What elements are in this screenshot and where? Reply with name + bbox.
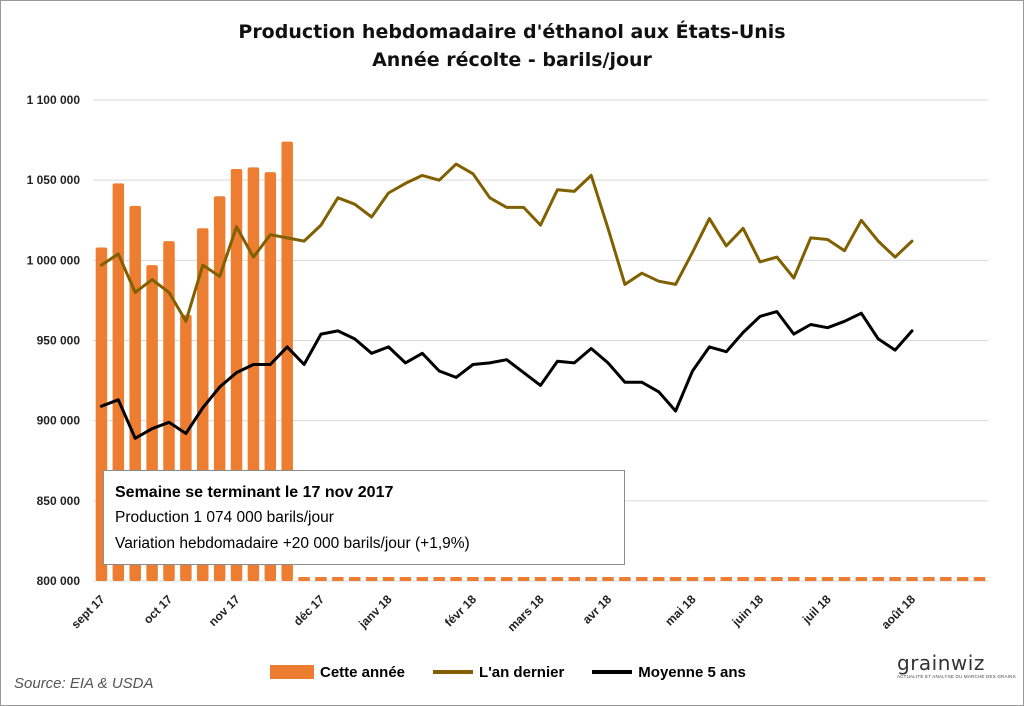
bar-this-year-empty xyxy=(416,577,429,581)
x-tick-label: juin 18 xyxy=(729,592,767,630)
x-tick-label: juil 18 xyxy=(799,592,834,627)
bar-this-year-empty xyxy=(956,577,969,581)
bar-this-year-empty xyxy=(332,577,344,581)
chart-legend: Cette année L'an dernier Moyenne 5 ans xyxy=(270,661,774,683)
bar-this-year-empty xyxy=(703,577,716,581)
line-last-year xyxy=(99,162,914,323)
legend-swatch-5yr-avg xyxy=(592,670,633,674)
bar-this-year-empty xyxy=(940,577,952,581)
bar-this-year-empty xyxy=(433,577,445,581)
legend-swatch-this-year xyxy=(270,665,314,679)
bar-this-year-empty xyxy=(551,577,564,581)
x-tick-label: mars 18 xyxy=(505,592,547,634)
bar-this-year-empty xyxy=(737,577,749,581)
bar-this-year-empty xyxy=(602,577,614,581)
x-tick-label: déc 17 xyxy=(291,592,328,629)
chart-title-block: Production hebdomadaire d'éthanol aux Ét… xyxy=(0,18,1024,74)
week-info-box: Semaine se terminant le 17 nov 2017 Prod… xyxy=(103,470,625,565)
y-tick-label: 1 100 000 xyxy=(27,93,81,107)
bar-this-year-empty xyxy=(838,577,851,581)
logo-tagline: ACTUALITÉ ET ANALYSE DU MARCHÉ DES GRAIN… xyxy=(897,674,1016,679)
x-tick-label: nov 17 xyxy=(206,592,243,629)
bar-this-year-empty xyxy=(500,577,513,581)
bar-this-year-empty xyxy=(669,577,682,581)
line-5yr-average xyxy=(99,310,914,440)
legend-label-5yr-avg: Moyenne 5 ans xyxy=(638,663,746,681)
bar-this-year-empty xyxy=(365,577,378,581)
y-tick-label: 800 000 xyxy=(37,574,81,588)
bar-this-year-empty xyxy=(686,577,699,581)
y-tick-label: 950 000 xyxy=(37,334,81,348)
bar-this-year-empty xyxy=(517,577,530,581)
bar-this-year-empty xyxy=(821,577,834,581)
x-tick-label: mai 18 xyxy=(662,592,699,629)
legend-label-this-year: Cette année xyxy=(320,663,406,681)
bar-this-year-empty xyxy=(619,577,631,581)
bar-this-year-empty xyxy=(534,577,547,581)
bar-this-year-empty xyxy=(804,577,817,581)
bar-this-year-empty xyxy=(399,577,412,581)
bar-this-year-empty xyxy=(855,577,868,581)
info-production: Production 1 074 000 barils/jour xyxy=(115,509,334,526)
bar-this-year-empty xyxy=(382,577,395,581)
x-tick-label: avr 18 xyxy=(580,592,615,627)
bar-this-year-empty xyxy=(923,577,935,581)
y-tick-label: 1 000 000 xyxy=(27,253,81,267)
bar-this-year-empty xyxy=(872,577,884,581)
bar-this-year-empty xyxy=(568,577,581,581)
y-tick-label: 850 000 xyxy=(37,494,81,508)
bar-this-year-empty xyxy=(349,577,361,581)
bar-this-year-empty xyxy=(315,577,327,581)
legend-swatch-last-year xyxy=(433,670,474,674)
bar-this-year-empty xyxy=(636,577,648,581)
legend-item-last-year: L'an dernier xyxy=(433,664,564,681)
y-tick-label: 1 050 000 xyxy=(27,173,81,187)
y-tick-label: 900 000 xyxy=(37,414,81,428)
source-note: Source: EIA & USDA xyxy=(14,675,154,692)
x-tick-label: janv 18 xyxy=(355,592,395,632)
grainwiz-logo: grainwiz ACTUALITÉ ET ANALYSE DU MARCHÉ … xyxy=(897,651,1016,691)
bar-this-year-empty xyxy=(973,577,986,581)
chart-title: Production hebdomadaire d'éthanol aux Ét… xyxy=(238,21,786,43)
chart-subtitle: Année récolte - barils/jour xyxy=(372,49,652,71)
bar-this-year-empty xyxy=(298,577,310,581)
x-tick-label: sept 17 xyxy=(68,592,107,631)
logo-wordmark: grainwiz xyxy=(897,651,985,675)
info-variation: Variation hebdomadaire +20 000 barils/jo… xyxy=(115,535,470,552)
x-tick-label: févr 18 xyxy=(442,592,479,629)
bar-this-year-empty xyxy=(652,577,665,581)
x-tick-label: août 18 xyxy=(879,592,919,632)
bar-this-year-empty xyxy=(788,577,800,581)
bar-this-year-empty xyxy=(585,577,597,581)
bar-this-year-empty xyxy=(450,577,462,581)
legend-item-5yr-avg: Moyenne 5 ans xyxy=(592,664,746,681)
x-tick-label: oct 17 xyxy=(141,592,176,627)
bar-this-year-empty xyxy=(484,577,496,581)
legend-label-last-year: L'an dernier xyxy=(479,663,565,681)
bar-this-year-empty xyxy=(720,577,732,581)
bar-this-year-empty xyxy=(906,577,918,581)
bar-this-year-empty xyxy=(754,577,766,581)
info-week-label: Semaine se terminant le 17 nov 2017 xyxy=(115,484,394,501)
legend-item-this-year: Cette année xyxy=(270,664,405,681)
bar-this-year-empty xyxy=(771,577,783,581)
bar-this-year-empty xyxy=(889,577,901,581)
bar-this-year-empty xyxy=(467,577,479,581)
logo-brand-text: grainwiz xyxy=(897,651,997,675)
